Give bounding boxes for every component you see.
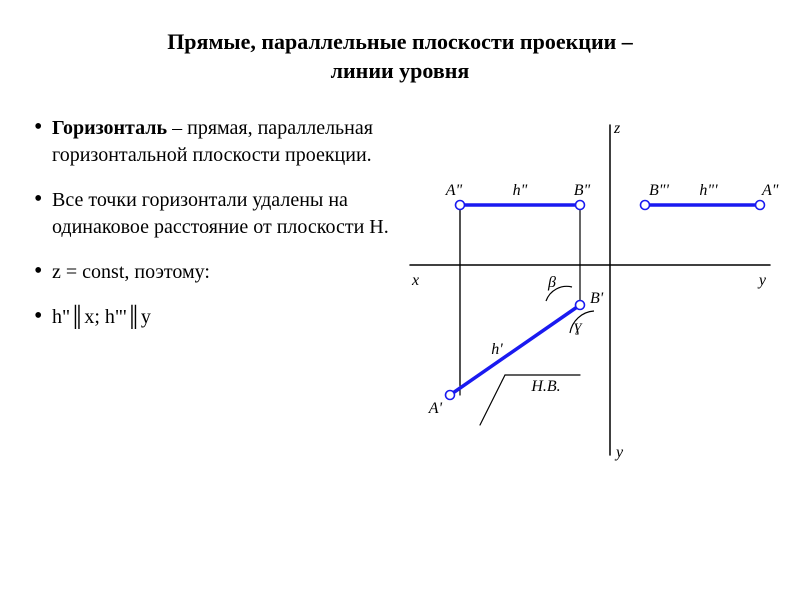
svg-text:y: y xyxy=(614,444,624,461)
page-title: Прямые, параллельные плоскости проекции … xyxy=(0,0,800,95)
svg-text:A': A' xyxy=(428,400,443,417)
bullet-4: h"║x; h"'║y xyxy=(30,304,400,331)
content-row: Горизонталь – прямая, параллельная гориз… xyxy=(0,95,800,475)
svg-text:A": A" xyxy=(445,182,463,199)
svg-text:h"': h"' xyxy=(699,182,718,199)
term-horizontal: Горизонталь xyxy=(52,117,167,139)
svg-text:B": B" xyxy=(574,182,591,199)
svg-text:x: x xyxy=(411,272,419,289)
svg-text:ɣ: ɣ xyxy=(574,318,583,335)
svg-text:z: z xyxy=(613,120,621,137)
title-line2: линии уровня xyxy=(331,58,470,83)
svg-text:A"': A"' xyxy=(761,182,780,199)
svg-text:B': B' xyxy=(590,290,604,307)
bullet-1: Горизонталь – прямая, параллельная гориз… xyxy=(30,115,400,169)
diagram-column: z x y y A" h" B" B"' h"' A"' A' B' h' β ɣ Н.В. xyxy=(400,115,780,475)
svg-text:h": h" xyxy=(513,182,528,199)
projection-diagram: z x y y A" h" B" B"' h"' A"' A' B' h' β ɣ Н.В. xyxy=(400,115,780,475)
bullet-3: z = const, поэтому: xyxy=(30,259,400,286)
bullet-2: Все точки горизонтали удалены на одинако… xyxy=(30,187,400,241)
svg-text:Н.В.: Н.В. xyxy=(530,378,560,395)
bullet-list: Горизонталь – прямая, параллельная гориз… xyxy=(30,115,400,331)
svg-text:β: β xyxy=(547,274,556,291)
title-line1: Прямые, параллельные плоскости проекции … xyxy=(167,29,633,54)
svg-text:B"': B"' xyxy=(649,182,669,199)
svg-text:y: y xyxy=(757,272,767,289)
svg-text:h': h' xyxy=(491,341,503,358)
text-column: Горизонталь – прямая, параллельная гориз… xyxy=(30,115,400,475)
